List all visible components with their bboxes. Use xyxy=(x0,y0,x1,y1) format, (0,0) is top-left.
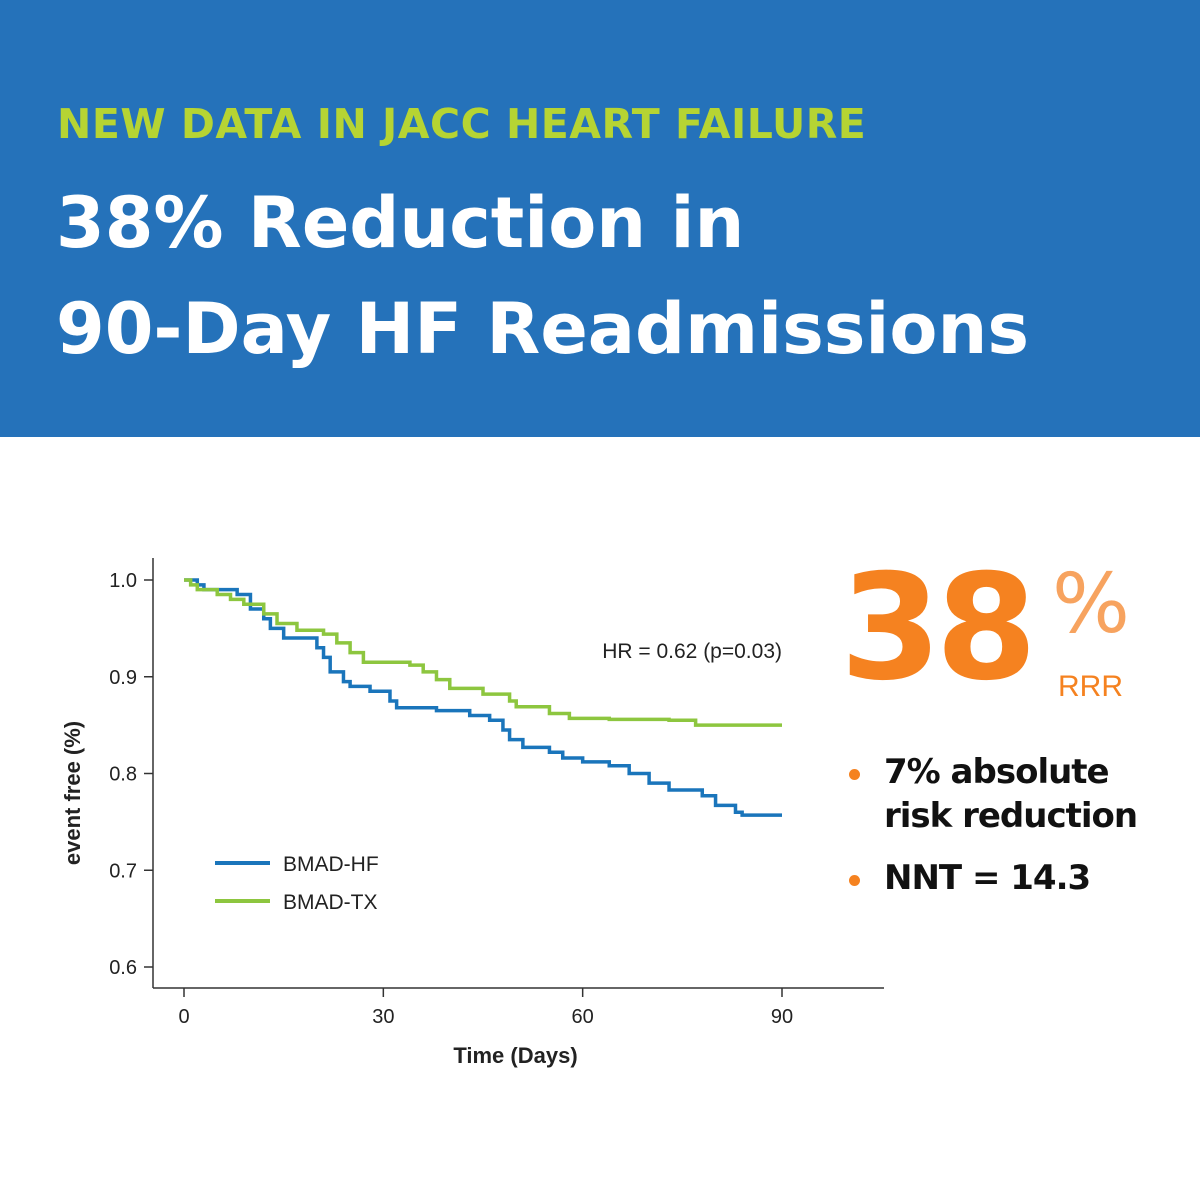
bullet-text: NNT = 14.3 xyxy=(884,858,1091,898)
series-line-bmad-hf xyxy=(184,578,782,817)
survival-chart: 0.6 0.7 0.8 0.9 1.0 0 30 60 90 Time (Days) event f… xyxy=(60,558,884,1068)
bullet-absolute-risk: 7% absolute risk reduction xyxy=(846,750,1186,838)
series-line-bmad-tx xyxy=(184,578,782,727)
y-tick-label: 1.0 xyxy=(109,570,137,592)
y-tick-label: 0.9 xyxy=(109,667,137,689)
bullet-nnt: NNT = 14.3 xyxy=(846,856,1186,900)
rrr-percent-sign: % xyxy=(1052,557,1130,652)
x-tick-label: 60 xyxy=(572,1006,594,1028)
x-tick-label: 30 xyxy=(372,1006,394,1028)
rrr-highlight: 38 % RRR xyxy=(840,548,1180,720)
y-axis-label: event free (%) xyxy=(60,721,85,865)
rrr-label: RRR xyxy=(1058,670,1123,703)
header-banner: NEW DATA IN JACC HEART FAILURE 38% Reduc… xyxy=(0,0,1200,437)
legend-label: BMAD-HF xyxy=(283,853,379,876)
x-tick-label: 0 xyxy=(178,1006,189,1028)
y-tick-label: 0.6 xyxy=(109,957,137,979)
stat-bullets: 7% absolute risk reduction NNT = 14.3 xyxy=(846,750,1186,918)
y-tick-label: 0.7 xyxy=(109,860,137,882)
headline-line-2: 90-Day HF Readmissions xyxy=(56,288,1029,370)
x-axis-label: Time (Days) xyxy=(453,1043,577,1068)
bullet-dot-icon xyxy=(849,769,860,780)
bullet-text: 7% absolute risk reduction xyxy=(884,752,1138,836)
headline: 38% Reduction in 90-Day HF Readmissions xyxy=(56,170,1029,382)
kicker-text: NEW DATA IN JACC HEART FAILURE xyxy=(57,100,867,148)
hazard-ratio-annotation: HR = 0.62 (p=0.03) xyxy=(602,640,782,663)
x-tick-label: 90 xyxy=(771,1006,793,1028)
legend-label: BMAD-TX xyxy=(283,891,378,914)
y-tick-label: 0.8 xyxy=(109,764,137,786)
headline-line-1: 38% Reduction in xyxy=(56,182,745,264)
bullet-dot-icon xyxy=(849,875,860,886)
rrr-value: 38 xyxy=(840,543,1037,713)
